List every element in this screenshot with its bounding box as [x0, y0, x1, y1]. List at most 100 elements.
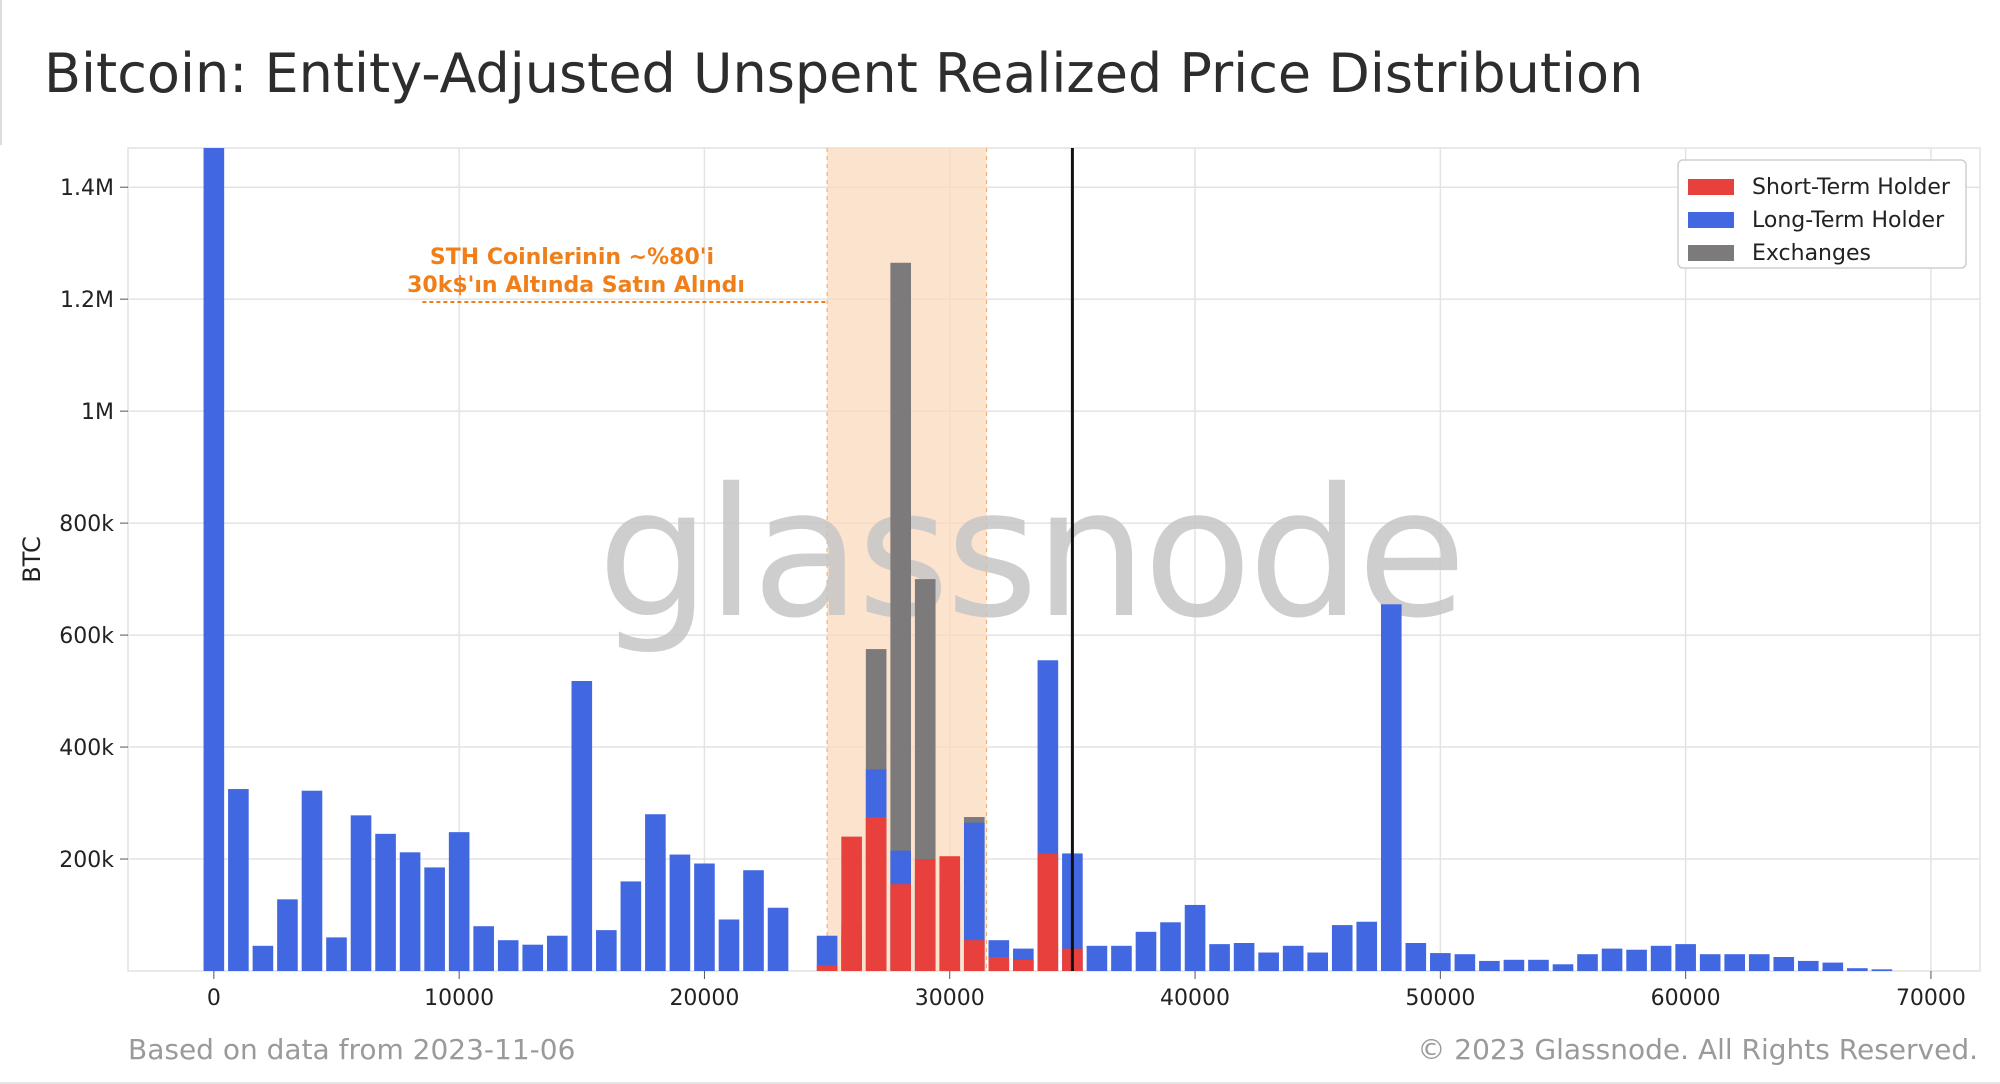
bar-short-term-holder [890, 884, 911, 971]
bar-long-term-holder [1258, 952, 1279, 971]
bars [203, 148, 1893, 971]
bar-long-term-holder [1160, 922, 1181, 971]
bar-long-term-holder [1577, 954, 1598, 971]
bar-short-term-holder [988, 957, 1010, 971]
bar-long-term-holder [1454, 954, 1476, 971]
bar-short-term-holder [1013, 959, 1034, 971]
bar-long-term-holder [1184, 904, 1206, 971]
bar-long-term-holder [473, 926, 494, 971]
bottom-rule [0, 1082, 2000, 1084]
legend-box [1677, 159, 1967, 269]
bar-long-term-holder [1847, 968, 1868, 971]
x-tick-label: 40000 [1160, 986, 1230, 1011]
bar-long-term-holder [252, 945, 274, 971]
bar-short-term-holder [865, 817, 887, 971]
bar-long-term-holder [399, 852, 421, 971]
data-date-note: Based on data from 2023-11-06 [128, 1033, 576, 1066]
bar-long-term-holder [375, 833, 396, 971]
bar-long-term-holder [694, 863, 715, 971]
bar-long-term-holder [571, 680, 593, 971]
bar-long-term-holder [1699, 954, 1721, 971]
x-tick-label: 10000 [424, 986, 494, 1011]
bar-long-term-holder [1086, 945, 1108, 971]
bar-long-term-holder [1479, 960, 1500, 971]
bar-long-term-holder [1233, 943, 1255, 971]
bar-long-term-holder [1356, 921, 1378, 971]
bar-long-term-holder [718, 919, 740, 971]
bar-long-term-holder [1797, 960, 1819, 971]
bar-long-term-holder [1307, 952, 1328, 971]
bar-long-term-holder [1822, 962, 1844, 971]
bar-exchanges [890, 262, 911, 971]
watermark: glassnode [597, 450, 1462, 657]
bar-short-term-holder [841, 836, 862, 971]
legend-label: Exchanges [1752, 241, 1871, 266]
y-tick-label: 800k [59, 512, 114, 537]
bar-long-term-holder [1282, 945, 1304, 971]
bar-long-term-holder [596, 930, 617, 971]
bar-long-term-holder [767, 907, 789, 971]
bar-long-term-holder [620, 881, 642, 971]
bar-long-term-holder [1380, 604, 1402, 971]
bar-long-term-holder [1528, 959, 1549, 971]
legend-swatch [1688, 179, 1734, 195]
y-tick-label: 200k [59, 848, 114, 873]
bar-long-term-holder [522, 944, 544, 971]
bar-short-term-holder [963, 940, 985, 971]
x-tick-label: 50000 [1405, 986, 1475, 1011]
bar-long-term-holder [816, 935, 838, 971]
bar-long-term-holder [1650, 945, 1672, 971]
axes: 200k 400k 600k 800k 1M 1.2M 1.4M 0 10000 20000 300… [18, 176, 1966, 1011]
bar-long-term-holder [546, 935, 568, 971]
bar-short-term-holder [939, 856, 961, 971]
bar-long-term-holder [350, 815, 372, 971]
bar-long-term-holder [1675, 944, 1696, 971]
bar-long-term-holder [743, 870, 764, 971]
bar-long-term-holder [1748, 954, 1770, 971]
legend-swatch [1688, 245, 1734, 261]
bar-long-term-holder [645, 814, 666, 971]
bar-long-term-holder [1724, 954, 1746, 971]
bar-long-term-holder [1209, 944, 1230, 971]
y-tick-label: 1.2M [60, 288, 114, 313]
legend-label: Short-Term Holder [1752, 175, 1951, 200]
bar-long-term-holder [277, 899, 298, 971]
bar-long-term-holder [1773, 957, 1795, 971]
annotation: STH Coinlerinin ~%80'i 30k$'ın Altında S… [407, 245, 828, 303]
bar-long-term-holder [1331, 925, 1353, 971]
copyright: © 2023 Glassnode. All Rights Reserved. [1417, 1033, 1978, 1066]
divider [0, 0, 2, 145]
y-tick-label: 400k [59, 736, 114, 761]
bar-long-term-holder [1430, 953, 1451, 971]
y-tick-label: 1.4M [60, 176, 114, 201]
legend-swatch [1688, 212, 1734, 228]
bar-short-term-holder [914, 859, 936, 971]
y-axis-label: BTC [18, 536, 46, 582]
x-tick-label: 0 [207, 986, 221, 1011]
bar-long-term-holder [326, 937, 347, 971]
bar-short-term-holder [1037, 853, 1059, 971]
bar-long-term-holder [1871, 969, 1893, 971]
x-tick-label: 30000 [915, 986, 985, 1011]
bar-long-term-holder [497, 940, 519, 971]
y-tick-label: 600k [59, 624, 114, 649]
bar-long-term-holder [1552, 964, 1574, 971]
bar-long-term-holder [1405, 943, 1427, 971]
chart-title: Bitcoin: Entity-Adjusted Unspent Realize… [44, 42, 1644, 105]
bar-long-term-holder [1135, 931, 1157, 971]
bar-long-term-holder [203, 148, 225, 971]
bar-long-term-holder [669, 854, 691, 971]
watermark-group: glassnode [597, 450, 1466, 657]
annotation-line-2: 30k$'ın Altında Satın Alındı [407, 273, 745, 298]
bar-long-term-holder [1503, 959, 1525, 971]
bar-long-term-holder [301, 790, 323, 971]
bar-long-term-holder [1626, 949, 1647, 971]
x-tick-label: 70000 [1896, 986, 1966, 1011]
bar-long-term-holder [1601, 948, 1623, 971]
bar-short-term-holder [816, 965, 838, 971]
bar-long-term-holder [228, 789, 249, 971]
annotation-line-1: STH Coinlerinin ~%80'i [430, 245, 714, 270]
y-tick-label: 1M [81, 400, 114, 425]
x-tick-label: 60000 [1651, 986, 1721, 1011]
